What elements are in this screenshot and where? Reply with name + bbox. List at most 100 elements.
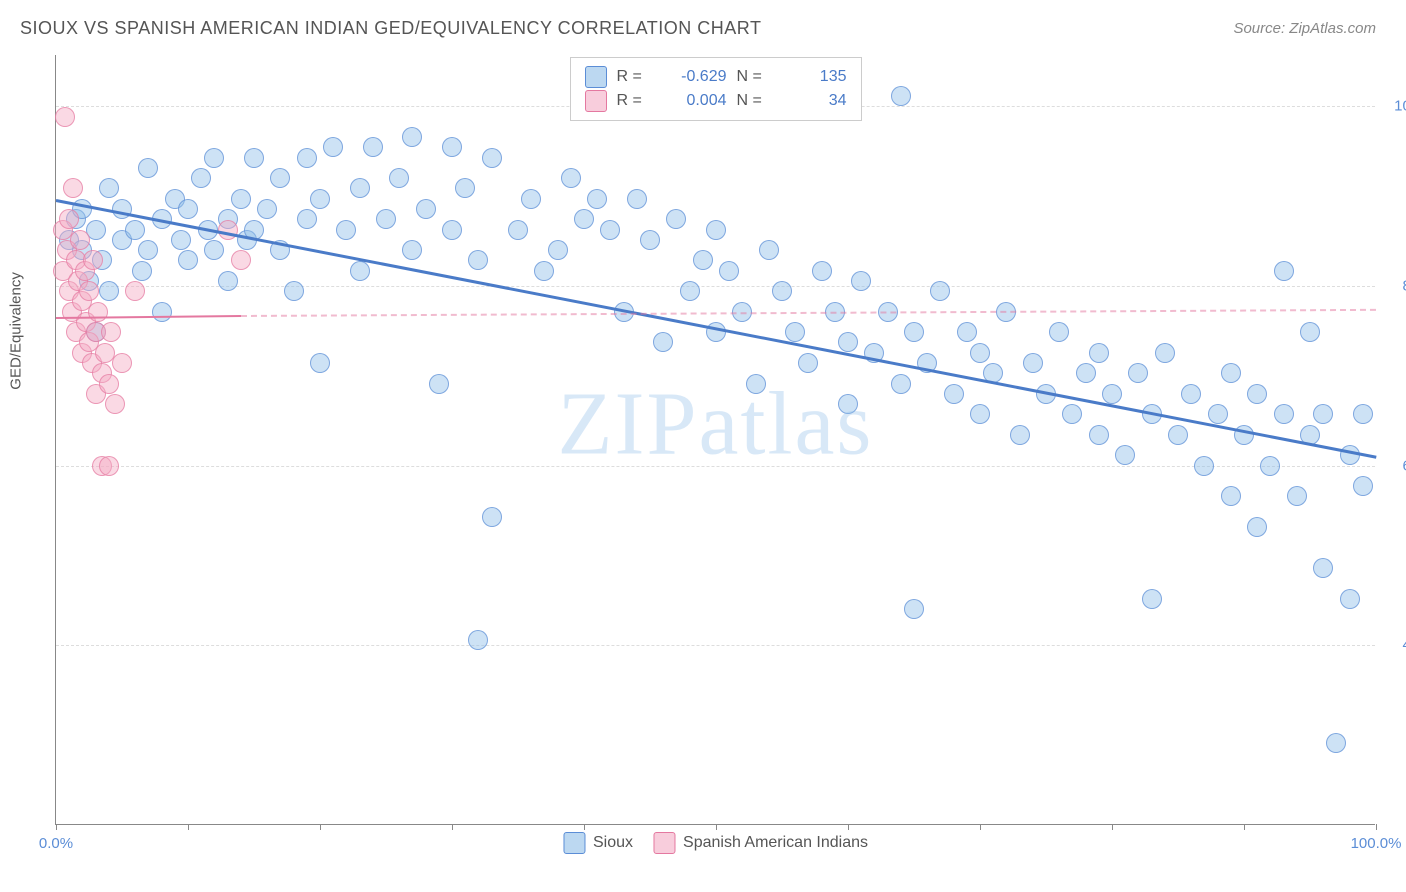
x-tick [188, 824, 189, 830]
y-tick-label: 65.0% [1385, 457, 1406, 474]
legend-item: Spanish American Indians [653, 832, 868, 854]
legend-n-label: N = [737, 92, 777, 110]
data-point [336, 220, 356, 240]
data-point [1274, 261, 1294, 281]
legend-swatch [653, 832, 675, 854]
data-point [416, 199, 436, 219]
x-tick [716, 824, 717, 830]
data-point [83, 250, 103, 270]
data-point [534, 261, 554, 281]
data-point [191, 168, 211, 188]
data-point [851, 271, 871, 291]
data-point [970, 343, 990, 363]
data-point [231, 250, 251, 270]
data-point [152, 302, 172, 322]
data-point [350, 178, 370, 198]
data-point [468, 250, 488, 270]
data-point [99, 281, 119, 301]
legend-label: Spanish American Indians [683, 834, 868, 852]
data-point [759, 240, 779, 260]
data-point [442, 137, 462, 157]
data-point [561, 168, 581, 188]
data-point [653, 332, 673, 352]
legend-correlation: R =-0.629N =135R =0.004N =34 [570, 57, 862, 121]
data-point [231, 189, 251, 209]
legend-label: Sioux [593, 834, 633, 852]
data-point [482, 507, 502, 527]
data-point [132, 261, 152, 281]
data-point [1062, 404, 1082, 424]
data-point [1340, 589, 1360, 609]
data-point [1023, 353, 1043, 373]
x-tick [1376, 824, 1377, 830]
data-point [521, 189, 541, 209]
x-tick [452, 824, 453, 830]
data-point [455, 178, 475, 198]
trendline [241, 309, 1376, 317]
data-point [574, 209, 594, 229]
data-point [1353, 404, 1373, 424]
data-point [482, 148, 502, 168]
data-point [101, 322, 121, 342]
data-point [310, 189, 330, 209]
data-point [812, 261, 832, 281]
data-point [402, 127, 422, 147]
data-point [1326, 733, 1346, 753]
legend-item: Sioux [563, 832, 633, 854]
chart-title: SIOUX VS SPANISH AMERICAN INDIAN GED/EQU… [20, 18, 761, 39]
x-tick-label: 0.0% [39, 835, 73, 852]
data-point [99, 456, 119, 476]
data-point [1128, 363, 1148, 383]
data-point [838, 394, 858, 414]
data-point [930, 281, 950, 301]
data-point [1247, 384, 1267, 404]
data-point [468, 630, 488, 650]
x-tick [1244, 824, 1245, 830]
data-point [1353, 476, 1373, 496]
data-point [1181, 384, 1201, 404]
data-point [904, 599, 924, 619]
legend-r-value: 0.004 [667, 92, 727, 110]
x-tick [980, 824, 981, 830]
x-tick [584, 824, 585, 830]
data-point [125, 220, 145, 240]
data-point [838, 332, 858, 352]
data-point [99, 178, 119, 198]
data-point [957, 322, 977, 342]
data-point [1313, 558, 1333, 578]
data-point [640, 230, 660, 250]
legend-swatch [563, 832, 585, 854]
data-point [376, 209, 396, 229]
legend-row: R =-0.629N =135 [585, 66, 847, 88]
legend-n-value: 135 [787, 68, 847, 86]
data-point [680, 281, 700, 301]
data-point [297, 209, 317, 229]
data-point [746, 374, 766, 394]
legend-n-value: 34 [787, 92, 847, 110]
data-point [99, 374, 119, 394]
data-point [70, 230, 90, 250]
x-tick-label: 100.0% [1351, 835, 1402, 852]
data-point [257, 199, 277, 219]
data-point [1313, 404, 1333, 424]
data-point [442, 220, 462, 240]
data-point [891, 374, 911, 394]
data-point [350, 261, 370, 281]
data-point [105, 394, 125, 414]
data-point [904, 322, 924, 342]
data-point [1102, 384, 1122, 404]
data-point [112, 353, 132, 373]
data-point [1168, 425, 1188, 445]
data-point [1076, 363, 1096, 383]
data-point [310, 353, 330, 373]
x-tick [56, 824, 57, 830]
data-point [178, 250, 198, 270]
legend-r-label: R = [617, 68, 657, 86]
data-point [1260, 456, 1280, 476]
data-point [970, 404, 990, 424]
data-point [204, 240, 224, 260]
data-point [772, 281, 792, 301]
gridline [56, 286, 1375, 287]
legend-series: Sioux Spanish American Indians [563, 832, 868, 854]
legend-r-value: -0.629 [667, 68, 727, 86]
